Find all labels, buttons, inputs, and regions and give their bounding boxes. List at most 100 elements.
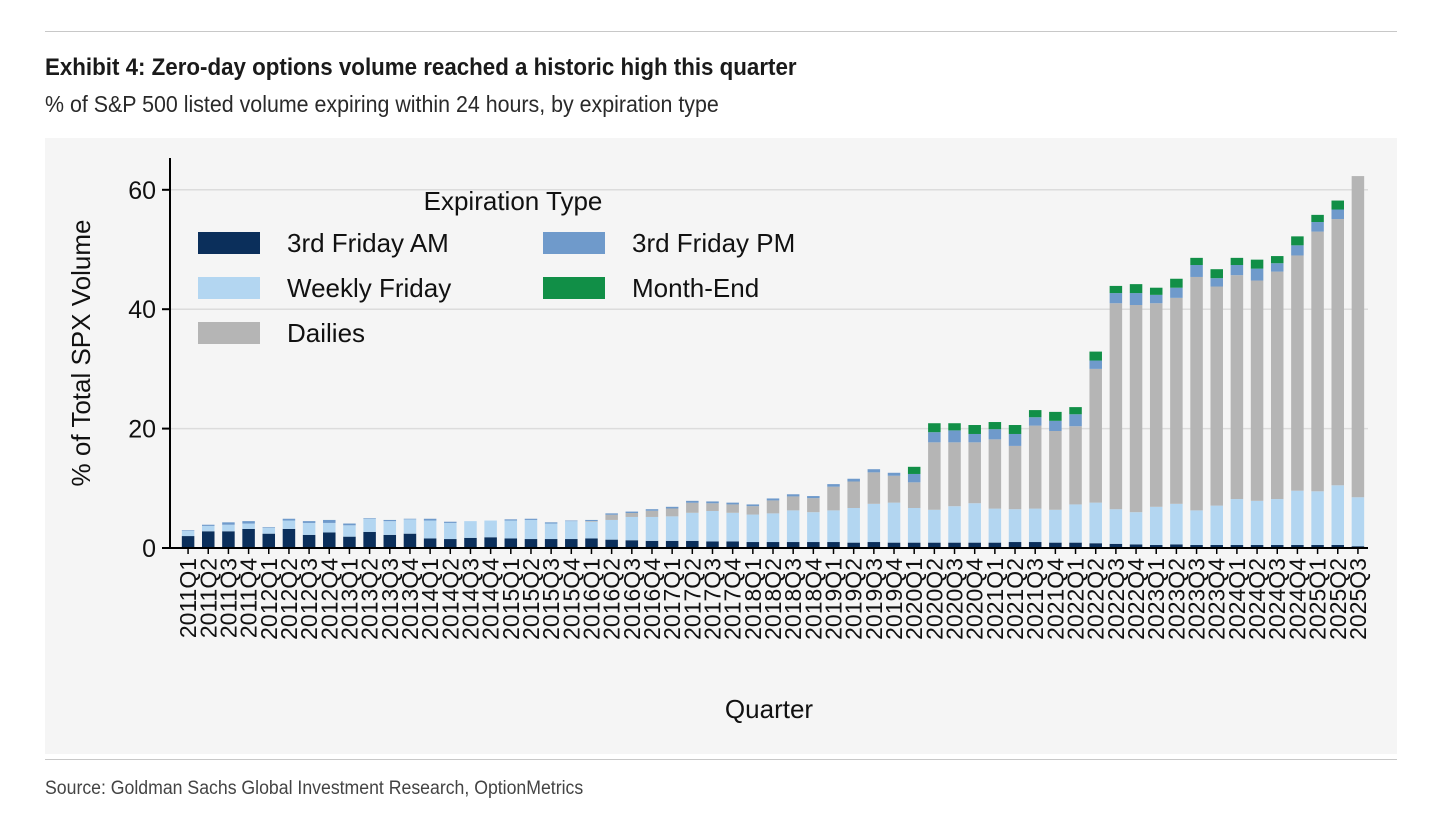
bar-dailies-2019q4 bbox=[887, 475, 901, 503]
x-tick-label: 2013Q2 bbox=[357, 558, 383, 640]
bar-weekly-friday-2019q4 bbox=[887, 502, 901, 543]
x-tick-label: 2016Q2 bbox=[599, 558, 625, 640]
bar-3rd-friday-am-2022q2 bbox=[1089, 543, 1102, 548]
bar-3rd-friday-am-2020q2 bbox=[928, 542, 941, 548]
y-tick-label: 40 bbox=[128, 296, 156, 324]
bar-3rd-friday-pm-2022q2 bbox=[1089, 360, 1102, 369]
bar-3rd-friday-pm-2019q1 bbox=[827, 484, 840, 487]
bar-3rd-friday-pm-2024q2 bbox=[1250, 268, 1264, 281]
bar-dailies-2025q2 bbox=[1331, 219, 1344, 486]
bar-3rd-friday-am-2012q4 bbox=[323, 532, 336, 548]
bottom-rule bbox=[45, 759, 1397, 760]
bar-weekly-friday-2023q4 bbox=[1210, 505, 1223, 546]
bar-3rd-friday-am-2019q1 bbox=[827, 542, 840, 548]
x-tick-label: 2014Q1 bbox=[417, 558, 443, 640]
bar-weekly-friday-2023q3 bbox=[1190, 510, 1203, 546]
x-tick-label: 2014Q2 bbox=[437, 558, 463, 640]
x-tick-label: 2017Q2 bbox=[679, 558, 705, 640]
bar-dailies-2022q3 bbox=[1109, 303, 1123, 510]
bar-3rd-friday-pm-2011q3 bbox=[222, 522, 235, 525]
x-tick-label: 2022Q1 bbox=[1063, 558, 1089, 640]
bar-3rd-friday-am-2018q3 bbox=[786, 542, 800, 548]
bar-weekly-friday-2015q4 bbox=[565, 521, 578, 540]
bar-month-end-2020q2 bbox=[928, 423, 941, 433]
bar-3rd-friday-am-2022q1 bbox=[1069, 542, 1082, 548]
bar-month-end-2024q2 bbox=[1250, 259, 1264, 269]
bar-dailies-2025q1 bbox=[1311, 231, 1324, 492]
x-tick-label: 2015Q3 bbox=[538, 558, 564, 640]
x-tick-label: 2017Q4 bbox=[720, 558, 746, 640]
bar-dailies-2021q4 bbox=[1049, 430, 1062, 510]
bar-dailies-2018q1 bbox=[746, 506, 760, 515]
bar-3rd-friday-pm-2022q1 bbox=[1069, 414, 1082, 427]
bar-3rd-friday-am-2013q3 bbox=[383, 534, 397, 548]
chart-subtitle: % of S&P 500 listed volume expiring with… bbox=[45, 91, 719, 117]
bar-3rd-friday-am-2012q3 bbox=[302, 534, 316, 548]
bar-3rd-friday-am-2017q3 bbox=[706, 541, 719, 548]
bar-month-end-2021q3 bbox=[1028, 410, 1042, 418]
x-tick-label: 2012Q4 bbox=[316, 558, 342, 640]
bar-weekly-friday-2012q1 bbox=[262, 527, 276, 534]
bar-dailies-2017q3 bbox=[706, 503, 719, 511]
bar-3rd-friday-pm-2015q2 bbox=[524, 518, 538, 520]
bar-3rd-friday-pm-2013q4 bbox=[403, 518, 417, 520]
bar-dailies-2023q3 bbox=[1190, 276, 1203, 511]
bar-dailies-2023q4 bbox=[1210, 286, 1223, 506]
bar-weekly-friday-2020q1 bbox=[907, 508, 921, 543]
bar-month-end-2020q4 bbox=[968, 425, 981, 434]
bar-weekly-friday-2014q2 bbox=[444, 522, 457, 540]
bar-3rd-friday-am-2023q2 bbox=[1170, 544, 1183, 548]
bar-weekly-friday-2018q1 bbox=[746, 514, 760, 543]
bar-month-end-2023q1 bbox=[1149, 287, 1163, 295]
bar-dailies-2020q4 bbox=[968, 442, 981, 504]
bar-weekly-friday-2013q3 bbox=[383, 521, 397, 535]
bar-weekly-friday-2015q2 bbox=[524, 519, 538, 540]
bar-weekly-friday-2014q1 bbox=[423, 520, 437, 539]
bar-3rd-friday-pm-2020q2 bbox=[928, 432, 941, 443]
x-tick-label: 2023Q1 bbox=[1143, 558, 1169, 640]
x-tick-label: 2025Q2 bbox=[1325, 558, 1351, 640]
bar-3rd-friday-pm-2011q2 bbox=[202, 524, 215, 526]
bar-3rd-friday-am-2019q2 bbox=[847, 542, 860, 548]
bar-month-end-2024q4 bbox=[1291, 236, 1304, 246]
bar-dailies-2018q4 bbox=[807, 498, 820, 513]
bar-weekly-friday-2019q3 bbox=[867, 503, 881, 543]
bar-dailies-2024q3 bbox=[1270, 271, 1284, 500]
bar-month-end-2023q4 bbox=[1210, 269, 1223, 279]
bar-weekly-friday-2015q3 bbox=[544, 523, 558, 540]
bar-3rd-friday-pm-2019q3 bbox=[867, 469, 881, 473]
bar-weekly-friday-2020q3 bbox=[948, 506, 961, 543]
bar-weekly-friday-2017q3 bbox=[706, 510, 719, 542]
bar-dailies-2022q1 bbox=[1069, 426, 1082, 505]
bar-3rd-friday-am-2023q3 bbox=[1190, 545, 1203, 548]
bar-3rd-friday-pm-2016q2 bbox=[605, 513, 618, 515]
bar-weekly-friday-2023q2 bbox=[1170, 503, 1183, 545]
bar-3rd-friday-am-2013q1 bbox=[343, 536, 356, 548]
bar-3rd-friday-pm-2021q2 bbox=[1008, 433, 1022, 446]
bar-month-end-2022q4 bbox=[1129, 284, 1143, 294]
legend-swatch-weekly-friday bbox=[198, 277, 260, 299]
legend-label: Month-End bbox=[632, 273, 759, 303]
bar-dailies-2017q2 bbox=[686, 502, 699, 513]
bar-dailies-2024q2 bbox=[1250, 280, 1264, 501]
bar-dailies-2017q1 bbox=[665, 508, 679, 517]
bar-month-end-2024q1 bbox=[1230, 257, 1244, 266]
bar-3rd-friday-pm-2015q3 bbox=[544, 522, 558, 524]
bar-3rd-friday-pm-2025q1 bbox=[1311, 222, 1324, 232]
bar-weekly-friday-2019q1 bbox=[827, 510, 840, 543]
bar-weekly-friday-2013q2 bbox=[363, 518, 376, 532]
bar-3rd-friday-am-2020q1 bbox=[907, 542, 921, 548]
x-tick-label: 2013Q3 bbox=[377, 558, 403, 640]
x-tick-label: 2021Q2 bbox=[1002, 558, 1028, 640]
bar-3rd-friday-pm-2017q2 bbox=[686, 500, 699, 503]
bar-3rd-friday-am-2012q2 bbox=[282, 528, 296, 548]
bar-dailies-2018q3 bbox=[786, 496, 800, 511]
bar-3rd-friday-pm-2023q1 bbox=[1149, 294, 1163, 304]
legend-swatch-month-end bbox=[543, 277, 605, 299]
x-tick-label: 2024Q1 bbox=[1224, 558, 1250, 640]
legend-swatch-3rd-friday-pm bbox=[543, 232, 605, 254]
bar-month-end-2021q4 bbox=[1049, 411, 1062, 421]
bar-3rd-friday-pm-2017q1 bbox=[665, 506, 679, 509]
bar-month-end-2022q1 bbox=[1069, 407, 1082, 415]
bar-weekly-friday-2016q3 bbox=[625, 516, 639, 541]
